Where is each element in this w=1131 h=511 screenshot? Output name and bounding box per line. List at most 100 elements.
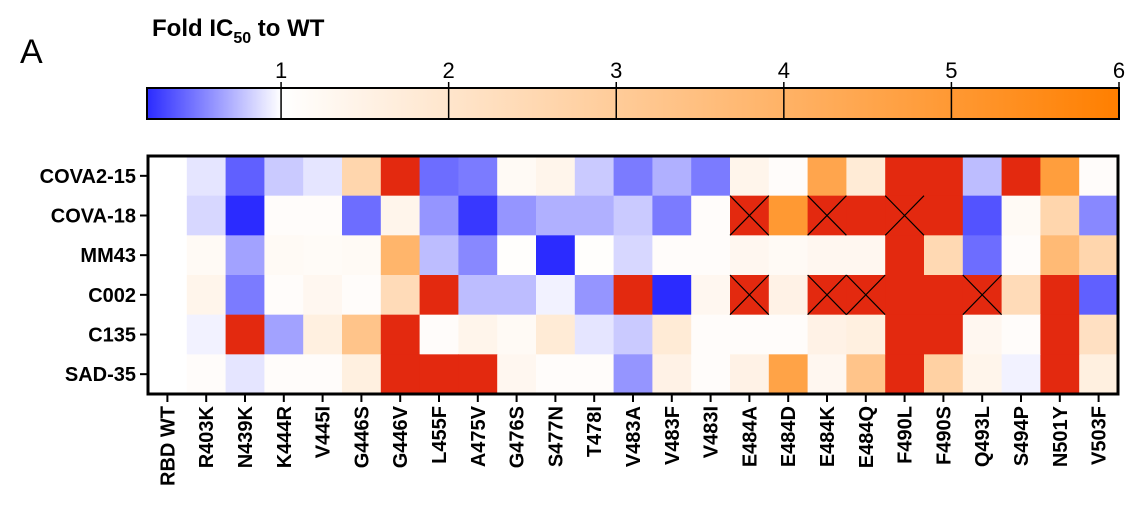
title-main: Fold IC: [152, 15, 233, 42]
no-neutralization-x-mark: [807, 195, 847, 236]
column-labels: RBD WT R403K N439K K444R V445I G446S G446V L455…: [157, 394, 1111, 486]
heatmap-cell: [536, 156, 576, 197]
heatmap-cell: [1001, 314, 1041, 355]
colorbar-tick-label: 2: [443, 58, 455, 83]
heatmap-cell: [342, 195, 382, 236]
heatmap-cell: [1079, 275, 1119, 316]
heatmap-cell: [1079, 156, 1119, 197]
heatmap-cell: [458, 156, 498, 197]
heatmap-cell: [613, 235, 653, 276]
heatmap-cell: [574, 354, 615, 395]
heatmap-grid: [146, 154, 1120, 396]
column-label: RBD WT: [157, 406, 179, 486]
row-label: C002: [88, 285, 136, 307]
heatmap-cell: [497, 275, 537, 316]
heatmap-cell: [458, 354, 498, 395]
heatmap-cell: [846, 235, 886, 276]
heatmap-cell: [1079, 235, 1119, 276]
heatmap-cell: [691, 156, 731, 197]
heatmap-cell: [458, 235, 498, 276]
heatmap-cell: [380, 235, 421, 276]
row-labels: COVA2-15 COVA-18 MM43 C002 C135 SAD-35: [40, 166, 148, 386]
heatmap-cell: [1040, 235, 1080, 276]
heatmap-cell: [497, 314, 537, 355]
heatmap-cell: [730, 156, 770, 197]
heatmap-cell: [225, 235, 265, 276]
heatmap-cell: [186, 195, 227, 236]
heatmap-cell: [574, 195, 615, 236]
heatmap-cell: [924, 235, 964, 276]
heatmap-cell: [419, 275, 459, 316]
heatmap-cell: [1001, 156, 1041, 197]
column-label: F490S: [933, 406, 955, 465]
heatmap-cell: [691, 314, 731, 355]
heatmap-cell: [264, 354, 304, 395]
heatmap-cell: [419, 314, 459, 355]
colorbar: 1 2 3 4 5 6: [146, 58, 1125, 120]
column-label: N501Y: [1050, 405, 1072, 467]
heatmap-cell: [303, 195, 343, 236]
row-label: C135: [88, 325, 136, 347]
heatmap-cell: [846, 354, 886, 395]
heatmap-cell: [846, 156, 886, 197]
heatmap-cell: [652, 354, 692, 395]
heatmap-cell: [1079, 314, 1119, 355]
heatmap-cell: [613, 314, 653, 355]
heatmap-cell: [885, 314, 925, 355]
no-neutralization-x-mark: [807, 274, 847, 316]
heatmap-cell: [652, 156, 692, 197]
heatmap-cell: [186, 156, 227, 197]
row-label: COVA2-15: [40, 166, 136, 188]
heatmap-cell: [691, 354, 731, 395]
heatmap-cell: [962, 156, 1003, 197]
column-label: E484D: [778, 406, 800, 467]
heatmap-cell: [264, 156, 304, 197]
heatmap-cell: [1040, 275, 1080, 316]
heatmap-cell: [148, 354, 188, 395]
colorbar-tick-label: 4: [778, 58, 790, 83]
column-label: V503F: [1089, 406, 1111, 465]
heatmap-cell: [962, 354, 1003, 395]
heatmap-cell: [652, 235, 692, 276]
heatmap-cell: [458, 314, 498, 355]
heatmap-cell: [419, 354, 459, 395]
heatmap-cell: [924, 314, 964, 355]
heatmap-cell: [613, 156, 653, 197]
heatmap-cell: [148, 275, 188, 316]
heatmap-cell: [148, 156, 188, 197]
row-label: COVA-18: [51, 206, 136, 228]
heatmap-cell: [691, 195, 731, 236]
heatmap-cell: [303, 235, 343, 276]
heatmap-cell: [885, 354, 925, 395]
heatmap-cell: [148, 195, 188, 236]
heatmap-cell: [458, 195, 498, 236]
heatmap-cell: [458, 275, 498, 316]
heatmap-cell: [148, 235, 188, 276]
heatmap-cell: [574, 156, 615, 197]
heatmap-cell: [186, 354, 227, 395]
heatmap-cell: [264, 195, 304, 236]
heatmap-cell: [264, 235, 304, 276]
heatmap-cell: [846, 195, 886, 236]
heatmap-cell: [1040, 156, 1080, 197]
heatmap-cell: [807, 314, 847, 355]
heatmap-cell: [962, 314, 1003, 355]
heatmap-cell: [536, 235, 576, 276]
heatmap-cell: [807, 156, 847, 197]
heatmap-cell: [380, 275, 421, 316]
heatmap-cell: [342, 354, 382, 395]
column-label: G446S: [351, 406, 373, 468]
column-label: A475V: [468, 405, 490, 467]
heatmap-cell: [536, 195, 576, 236]
heatmap-cell: [574, 275, 615, 316]
heatmap-cell: [652, 195, 692, 236]
heatmap-cell: [303, 156, 343, 197]
column-label: V483I: [701, 406, 723, 458]
heatmap-cell: [342, 275, 382, 316]
heatmap-cell: [1040, 195, 1080, 236]
column-label: E484K: [817, 405, 839, 467]
column-label: T478I: [584, 406, 606, 457]
heatmap-cell: [497, 195, 537, 236]
heatmap-cell: [613, 275, 653, 316]
heatmap-cell: [225, 156, 265, 197]
